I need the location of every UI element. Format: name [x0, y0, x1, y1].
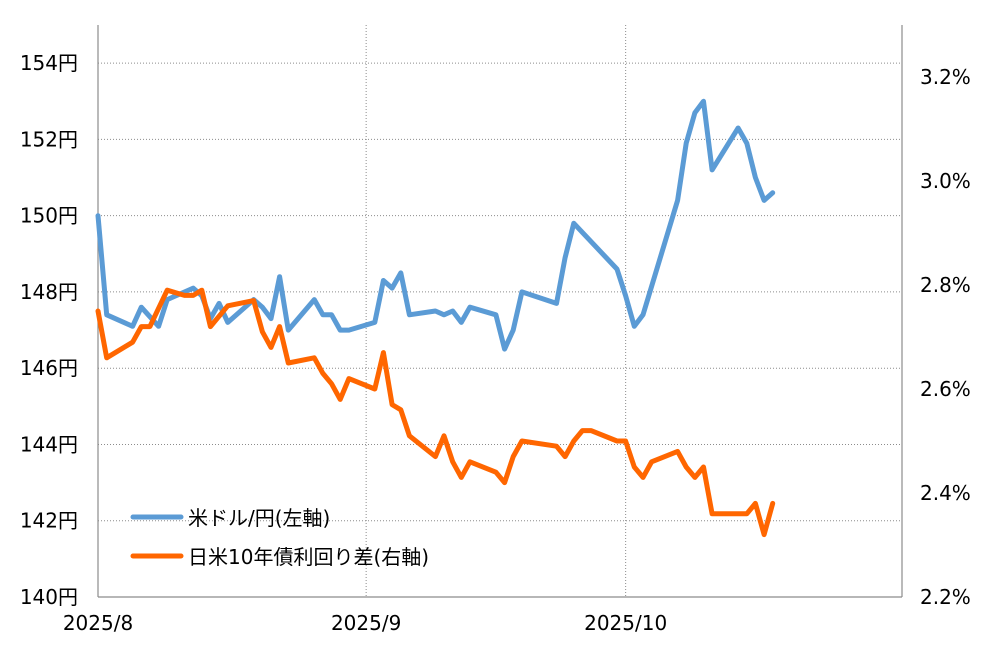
- y-left-tick-label: 144円: [20, 432, 78, 456]
- y-left-tick-label: 154円: [20, 51, 78, 75]
- y-right-tick-label: 2.2%: [920, 585, 971, 609]
- series-lines: [95, 98, 776, 538]
- tick-labels: 140円 142円 144円 146円 148円 150円 152円 154円 2.2% 2.4%…: [20, 51, 971, 635]
- legend: 米ドル/円(左軸) 日米10年債利回り差(右軸): [130, 506, 429, 569]
- grid-lines: [98, 25, 902, 597]
- x-tick-label: 2025/10: [584, 611, 667, 635]
- y-left-tick-label: 148円: [20, 280, 78, 304]
- y-right-tick-label: 2.4%: [920, 481, 971, 505]
- legend-label-2: 日米10年債利回り差(右軸): [188, 545, 429, 569]
- y-left-tick-label: 140円: [20, 585, 78, 609]
- y-left-tick-label: 150円: [20, 204, 78, 228]
- y-left-tick-label: 142円: [20, 509, 78, 533]
- legend-label-1: 米ドル/円(左軸): [188, 506, 330, 530]
- y-left-tick-label: 146円: [20, 356, 78, 380]
- series-line-1: [95, 98, 776, 352]
- series-line-2: [95, 287, 776, 538]
- x-tick-label: 2025/9: [331, 611, 401, 635]
- y-left-tick-label: 152円: [20, 127, 78, 151]
- y-right-tick-label: 3.0%: [920, 169, 971, 193]
- y-right-tick-label: 2.6%: [920, 377, 971, 401]
- y-right-tick-label: 2.8%: [920, 273, 971, 297]
- y-right-tick-label: 3.2%: [920, 65, 971, 89]
- x-tick-label: 2025/8: [63, 611, 133, 635]
